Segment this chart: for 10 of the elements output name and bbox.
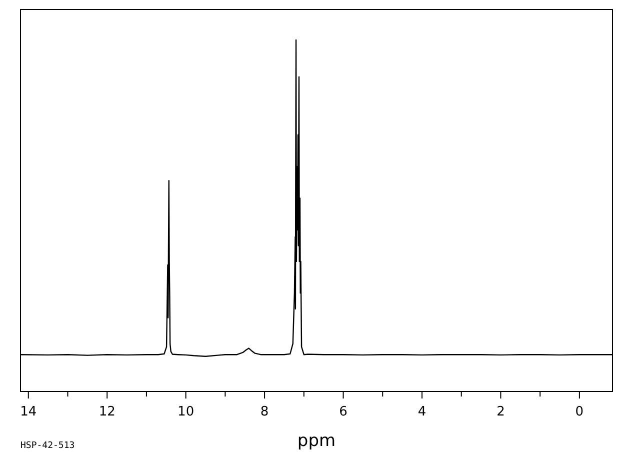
x-tick-label: 10 [178, 404, 194, 420]
x-tick-label: 2 [496, 404, 505, 420]
x-tick-label: 0 [575, 404, 584, 420]
x-tick-label: 14 [20, 404, 37, 420]
x-tick-label: 8 [260, 404, 269, 420]
text: HSP-42-513 [20, 441, 75, 451]
x-tick-label: 6 [339, 404, 348, 420]
x-tick-label: 4 [418, 404, 426, 420]
x-axis-title: ppm [297, 431, 336, 451]
x-tick-label: 12 [98, 404, 116, 420]
